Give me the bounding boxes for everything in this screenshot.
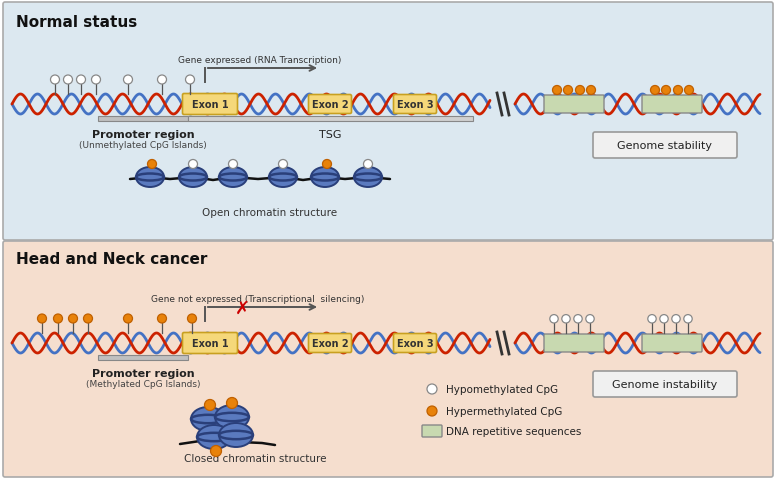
Circle shape: [188, 314, 196, 324]
FancyBboxPatch shape: [593, 133, 737, 159]
Ellipse shape: [179, 168, 207, 188]
Circle shape: [674, 86, 683, 96]
Circle shape: [660, 315, 668, 324]
Circle shape: [363, 160, 372, 169]
Ellipse shape: [354, 168, 382, 188]
Circle shape: [37, 314, 47, 324]
Circle shape: [323, 160, 331, 169]
FancyBboxPatch shape: [642, 334, 702, 352]
Text: Exon 3: Exon 3: [397, 100, 433, 110]
Text: Head and Neck cancer: Head and Neck cancer: [16, 252, 207, 266]
Circle shape: [227, 397, 237, 408]
Circle shape: [189, 160, 198, 169]
Ellipse shape: [197, 425, 231, 449]
Circle shape: [586, 315, 594, 324]
Text: Gene expressed (RNA Transcription): Gene expressed (RNA Transcription): [178, 56, 341, 65]
FancyBboxPatch shape: [422, 425, 442, 437]
FancyBboxPatch shape: [544, 334, 604, 352]
Text: Exon 1: Exon 1: [192, 338, 228, 348]
FancyBboxPatch shape: [544, 96, 604, 114]
Circle shape: [185, 76, 195, 85]
Circle shape: [123, 76, 133, 85]
Ellipse shape: [215, 405, 249, 429]
Circle shape: [210, 445, 221, 456]
Text: TSG: TSG: [319, 130, 341, 140]
Text: Gene not expressed (Transcriptional  silencing): Gene not expressed (Transcriptional sile…: [151, 294, 365, 303]
Text: Exon 2: Exon 2: [312, 338, 348, 348]
Circle shape: [650, 86, 660, 96]
Circle shape: [553, 86, 562, 96]
Circle shape: [427, 384, 437, 394]
FancyBboxPatch shape: [3, 3, 773, 240]
FancyBboxPatch shape: [309, 96, 352, 114]
Bar: [98, 117, 188, 122]
Circle shape: [563, 86, 573, 96]
Circle shape: [587, 86, 595, 96]
Ellipse shape: [269, 168, 297, 188]
Circle shape: [123, 314, 133, 324]
Text: (Methylated CpG Islands): (Methylated CpG Islands): [86, 379, 200, 388]
Circle shape: [279, 160, 287, 169]
Circle shape: [77, 76, 85, 85]
Circle shape: [672, 315, 681, 324]
Text: (Unmethylated CpG Islands): (Unmethylated CpG Islands): [79, 141, 207, 150]
Ellipse shape: [219, 423, 253, 447]
Circle shape: [92, 76, 101, 85]
Circle shape: [576, 86, 584, 96]
Circle shape: [158, 76, 167, 85]
Bar: [188, 117, 473, 122]
Circle shape: [661, 86, 670, 96]
Ellipse shape: [219, 168, 247, 188]
Text: Promoter region: Promoter region: [92, 130, 194, 140]
Text: Exon 1: Exon 1: [192, 100, 228, 110]
Circle shape: [50, 76, 60, 85]
Ellipse shape: [311, 168, 339, 188]
Circle shape: [158, 314, 167, 324]
Circle shape: [684, 315, 692, 324]
Circle shape: [648, 315, 656, 324]
FancyBboxPatch shape: [593, 371, 737, 397]
Circle shape: [84, 314, 92, 324]
Text: Hypomethylated CpG: Hypomethylated CpG: [446, 384, 558, 394]
Text: Exon 3: Exon 3: [397, 338, 433, 348]
Ellipse shape: [136, 168, 164, 188]
FancyBboxPatch shape: [182, 333, 237, 354]
Circle shape: [147, 160, 157, 169]
Text: Hypermethylated CpG: Hypermethylated CpG: [446, 406, 563, 416]
FancyBboxPatch shape: [182, 94, 237, 115]
Circle shape: [684, 86, 694, 96]
Text: Genome instability: Genome instability: [612, 379, 718, 389]
Text: ✗: ✗: [234, 300, 250, 317]
Text: Closed chromatin structure: Closed chromatin structure: [184, 453, 326, 463]
Text: Genome stability: Genome stability: [618, 141, 712, 151]
FancyBboxPatch shape: [3, 241, 773, 477]
FancyBboxPatch shape: [309, 334, 352, 353]
Text: Promoter region: Promoter region: [92, 368, 194, 378]
FancyBboxPatch shape: [393, 334, 436, 353]
Circle shape: [54, 314, 63, 324]
Text: DNA repetitive sequences: DNA repetitive sequences: [446, 426, 581, 436]
FancyBboxPatch shape: [642, 96, 702, 114]
Text: Exon 2: Exon 2: [312, 100, 348, 110]
Circle shape: [427, 406, 437, 416]
Circle shape: [228, 160, 237, 169]
Circle shape: [205, 400, 216, 411]
Ellipse shape: [191, 407, 225, 431]
Text: Normal status: Normal status: [16, 15, 137, 30]
FancyBboxPatch shape: [393, 96, 436, 114]
Circle shape: [550, 315, 558, 324]
Circle shape: [573, 315, 582, 324]
Circle shape: [68, 314, 78, 324]
Text: Open chromatin structure: Open chromatin structure: [203, 207, 338, 217]
Circle shape: [562, 315, 570, 324]
Bar: [98, 355, 188, 360]
Circle shape: [64, 76, 72, 85]
